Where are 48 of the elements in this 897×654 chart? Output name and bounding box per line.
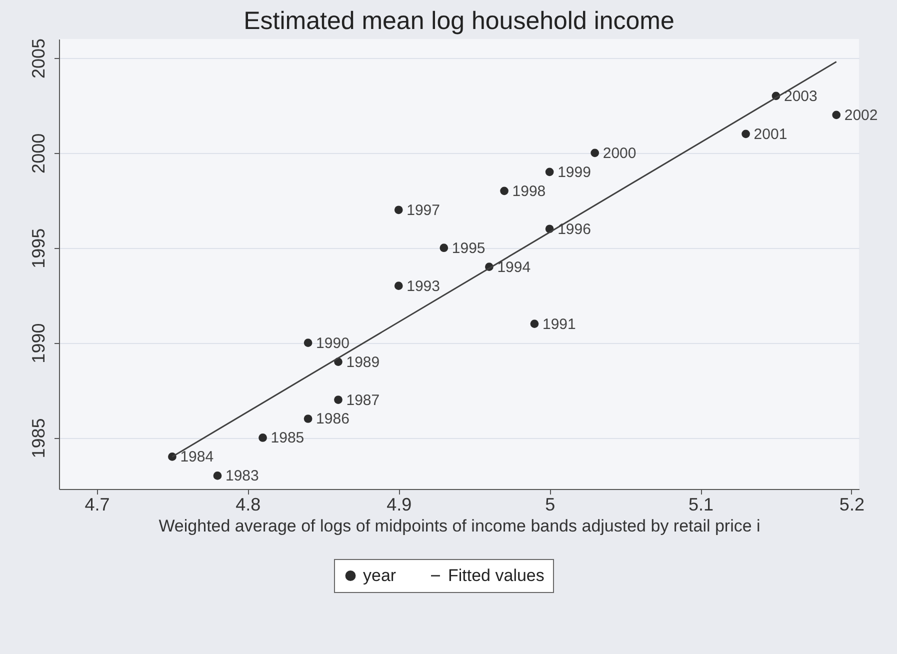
x-tick-label: 4.8 <box>236 494 261 514</box>
point <box>394 206 403 214</box>
data-label: 1995 <box>452 240 486 257</box>
data-label: 1994 <box>497 258 531 276</box>
legend-label: year <box>363 566 396 585</box>
data-label: 1987 <box>346 392 380 409</box>
point <box>742 130 750 138</box>
point <box>440 244 448 252</box>
point <box>304 338 312 347</box>
point <box>832 110 841 120</box>
y-tick-label: 1985 <box>28 418 48 458</box>
point <box>500 186 508 196</box>
point <box>545 168 554 176</box>
point <box>334 396 342 404</box>
data-label: 1996 <box>558 220 591 238</box>
point <box>590 148 600 158</box>
data-label: 1986 <box>316 410 350 428</box>
chart-title: Estimated mean log household income <box>244 6 674 35</box>
point <box>394 282 403 290</box>
y-tick-label: 2000 <box>28 133 48 174</box>
data-label: 1984 <box>180 448 214 466</box>
point <box>530 320 539 328</box>
x-tick-label: 4.9 <box>386 494 412 514</box>
data-label: 1983 <box>225 468 259 485</box>
y-tick-label: 1995 <box>28 228 48 268</box>
data-label: 2000 <box>602 144 636 162</box>
x-tick-label: 5 <box>545 494 556 514</box>
data-label: 2001 <box>754 126 788 143</box>
data-label: 1991 <box>542 316 576 333</box>
data-label: 1989 <box>346 354 380 371</box>
x-tick-label: 5.1 <box>688 494 714 514</box>
data-label: 1985 <box>270 430 304 447</box>
y-tick-label: 1990 <box>28 323 48 364</box>
data-label: 2003 <box>784 88 818 105</box>
data-label: 1993 <box>406 278 440 295</box>
data-label: 2002 <box>844 106 878 124</box>
data-label: 1998 <box>512 182 546 200</box>
point <box>304 414 312 423</box>
x-axis-title: Weighted average of logs of midpoints of income bands adjusted by retail price i <box>158 516 760 536</box>
x-tick-label: 4.7 <box>84 494 110 514</box>
legend-label: Fitted values <box>448 566 544 585</box>
data-label: 1990 <box>316 334 350 352</box>
data-label: 1999 <box>558 164 591 181</box>
x-tick-label: 5.2 <box>839 494 864 514</box>
data-label: 1997 <box>406 202 440 219</box>
y-tick-label: 2005 <box>28 38 48 79</box>
point <box>213 472 222 480</box>
point <box>258 434 267 442</box>
